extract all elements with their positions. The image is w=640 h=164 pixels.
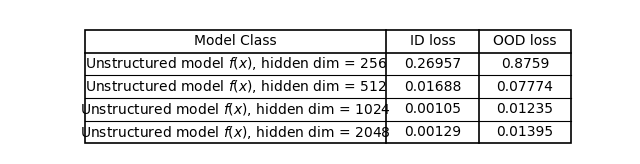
Text: 0.01395: 0.01395 (496, 125, 554, 139)
Text: ID loss: ID loss (410, 34, 456, 48)
Text: Unstructured model $f(x)$, hidden dim = 2048: Unstructured model $f(x)$, hidden dim = … (80, 123, 391, 141)
Text: 0.00129: 0.00129 (404, 125, 461, 139)
Text: OOD loss: OOD loss (493, 34, 557, 48)
Text: 0.07774: 0.07774 (497, 80, 554, 94)
Text: 0.00105: 0.00105 (404, 102, 461, 116)
Text: 0.01688: 0.01688 (404, 80, 461, 94)
Text: Unstructured model $f(x)$, hidden dim = 512: Unstructured model $f(x)$, hidden dim = … (85, 78, 387, 95)
Text: Unstructured model $f(x)$, hidden dim = 1024: Unstructured model $f(x)$, hidden dim = … (80, 101, 391, 118)
Text: 0.26957: 0.26957 (404, 57, 461, 71)
Text: 0.01235: 0.01235 (497, 102, 554, 116)
Text: 0.8759: 0.8759 (500, 57, 549, 71)
Text: Unstructured model $f(x)$, hidden dim = 256: Unstructured model $f(x)$, hidden dim = … (84, 55, 387, 72)
Text: Model Class: Model Class (195, 34, 277, 48)
